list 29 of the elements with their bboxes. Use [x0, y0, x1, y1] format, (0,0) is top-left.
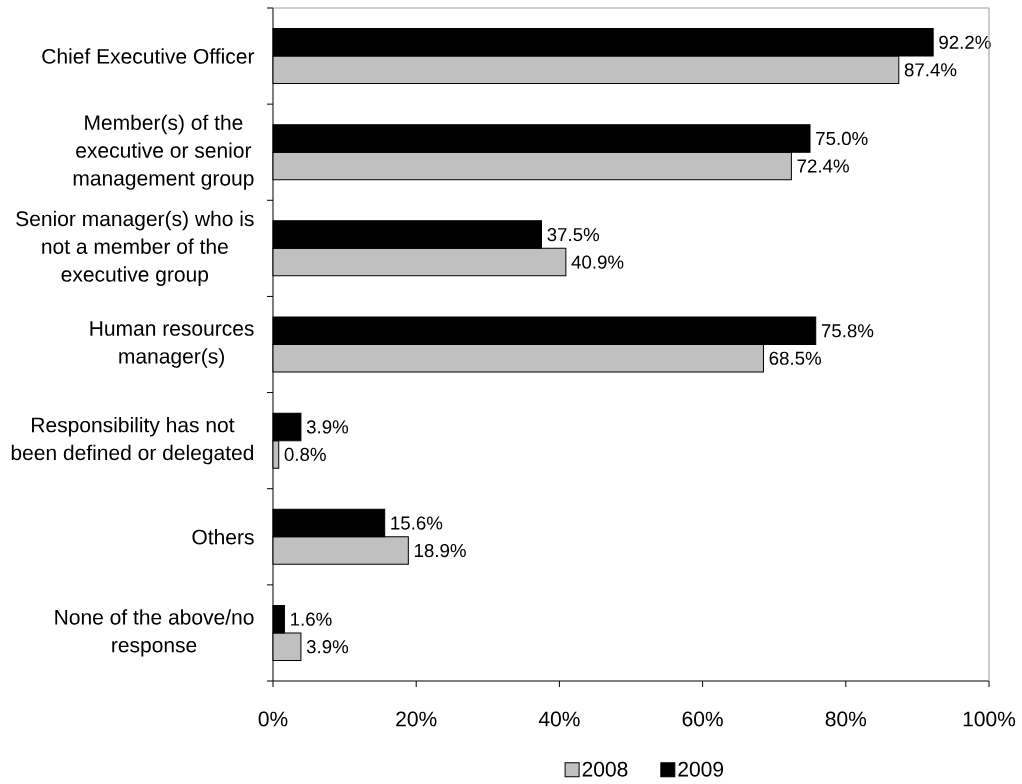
data-label: 75.0%	[816, 131, 868, 146]
data-label: 0.8%	[284, 447, 326, 462]
y-tick-label: Others	[192, 529, 254, 545]
x-tick-label: 40%	[538, 711, 580, 727]
data-label: 68.5%	[769, 351, 822, 365]
data-label: 75.8%	[821, 324, 874, 338]
y-tick-label: Member(s) of the executive or senior management group	[73, 114, 254, 190]
y-tick-label: Human resources manager(s)	[90, 321, 254, 368]
data-label: 87.4%	[904, 63, 957, 77]
y-tick-label: Senior manager(s) who is not a member of the executive group	[16, 210, 254, 286]
data-label: 15.6%	[391, 516, 443, 530]
data-label: 92.2%	[939, 35, 991, 49]
data-label: 18.9%	[414, 543, 466, 558]
data-label: 3.9%	[306, 640, 349, 654]
data-label: 37.5%	[547, 227, 600, 242]
y-tick-label: None of the above/no response	[55, 609, 254, 657]
x-tick-label: 0%	[258, 711, 288, 727]
x-tick-label: 60%	[682, 711, 723, 727]
data-label: 1.6%	[291, 612, 332, 626]
x-tick-label: 80%	[825, 711, 867, 727]
y-tick-label: Chief Executive Officer	[42, 48, 255, 64]
x-tick-label: 100%	[963, 711, 1016, 727]
legend-label: 2008	[582, 761, 628, 777]
legend-label: 2009	[678, 761, 724, 777]
data-label: 72.4%	[797, 159, 849, 173]
y-tick-label: Responsibility has not been defined or delegated	[11, 416, 254, 465]
data-label: 3.9%	[306, 420, 349, 434]
x-tick-label: 20%	[396, 711, 437, 727]
data-label: 40.9%	[571, 255, 624, 269]
